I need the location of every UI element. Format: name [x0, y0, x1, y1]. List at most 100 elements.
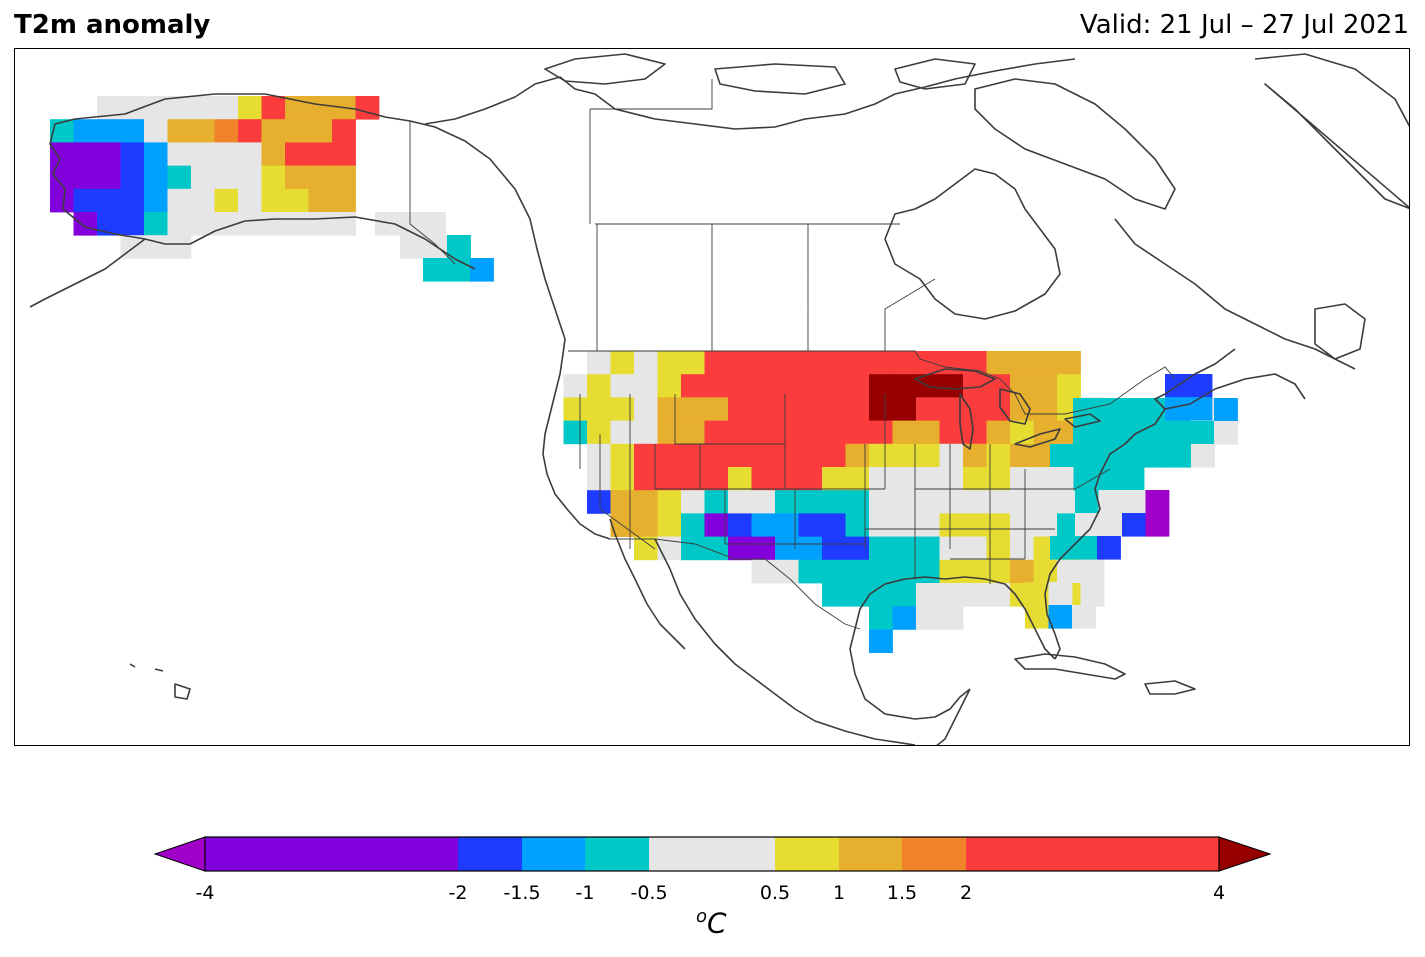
anomaly-cell: [422, 212, 446, 236]
anomaly-cell: [238, 119, 262, 143]
unit-letter: C: [707, 906, 727, 940]
anomaly-cell: [1073, 444, 1098, 468]
anomaly-cell: [1050, 536, 1074, 560]
anomaly-cell: [681, 490, 705, 514]
anomaly-cell: [775, 443, 799, 468]
anomaly-cell: [751, 397, 776, 421]
anomaly-cell: [681, 351, 705, 375]
anomaly-cell: [587, 374, 611, 398]
anomaly-cell: [822, 467, 846, 491]
anomaly-cell: [939, 443, 964, 468]
anomaly-cell: [892, 490, 917, 514]
anomaly-cell: [97, 165, 121, 190]
anomaly-cell: [1033, 397, 1058, 421]
anomaly-cell: [986, 513, 1011, 537]
colorbar-tick-label: 1: [832, 882, 846, 904]
anomaly-cell: [939, 583, 964, 607]
anomaly-cell: [704, 467, 729, 491]
anomaly-cell: [1096, 421, 1121, 445]
anomaly-cell: [610, 374, 635, 398]
anomaly-cell: [73, 165, 98, 190]
map-panel: [14, 48, 1410, 746]
anomaly-cell: [798, 374, 823, 398]
anomaly-cell: [963, 490, 987, 514]
colorbar-bin-4: [649, 837, 775, 871]
anomaly-cell: [167, 142, 192, 166]
anomaly-cell: [892, 374, 917, 398]
anomaly-cell: [704, 490, 729, 514]
us-state-borders: [579, 394, 1111, 584]
anomaly-cell: [400, 235, 424, 259]
anomaly-cell: [892, 606, 917, 630]
us-west-coastline: [542, 338, 611, 540]
anomaly-cell: [144, 188, 168, 213]
anomaly-cell: [587, 420, 611, 445]
anomaly-cell: [73, 212, 98, 236]
anomaly-cell: [214, 96, 239, 120]
anomaly-cell: [1010, 374, 1034, 398]
anomaly-cell: [892, 443, 917, 468]
anomaly-cell: [1120, 444, 1145, 468]
anomaly-cell: [775, 420, 799, 445]
anomaly-cell: [775, 513, 799, 537]
colorbar-tick-label: -4: [195, 882, 215, 904]
anomaly-cell: [892, 397, 917, 421]
alaska-peninsula-coastline: [29, 238, 146, 308]
hawaii-islands: [129, 663, 191, 700]
anomaly-cell: [822, 583, 846, 607]
anomaly-cell: [610, 351, 635, 375]
anomaly-cell: [986, 490, 1011, 514]
colorbar-bin-7: [902, 837, 966, 871]
us-mexico-border: [610, 538, 861, 630]
anomaly-cell: [1010, 351, 1034, 375]
baffin-island: [974, 78, 1176, 210]
anomaly-cell: [1025, 582, 1049, 606]
colorbar-bin-8: [966, 837, 1219, 871]
anomaly-cell: [144, 119, 168, 143]
anomaly-cell: [751, 351, 776, 375]
cuba: [1014, 653, 1126, 680]
anomaly-cell: [1188, 374, 1213, 398]
anomaly-cell: [892, 467, 917, 491]
anomaly-cell: [1191, 444, 1215, 468]
anomaly-cell: [845, 467, 870, 491]
anomaly-cell: [892, 536, 917, 561]
anomaly-cell: [657, 467, 682, 491]
anomaly-cell: [869, 536, 893, 561]
hispaniola: [1144, 680, 1196, 695]
anomaly-cell: [1010, 559, 1034, 584]
anomaly-cell: [845, 536, 870, 561]
anomaly-cell: [963, 559, 987, 584]
anomaly-cell: [1097, 536, 1121, 560]
anomaly-cell: [775, 559, 799, 584]
anomaly-cell: [1057, 374, 1081, 398]
anomaly-cell: [681, 420, 705, 445]
anomaly-cell: [1214, 421, 1238, 445]
anomaly-cell: [798, 351, 823, 375]
colorbar-bin-2: [522, 837, 585, 871]
colorbar-frame: [204, 836, 1220, 872]
colorbar-tick-label: -1: [575, 882, 595, 904]
anomaly-cell: [869, 443, 893, 468]
anomaly-cell: [238, 96, 262, 120]
anomaly-cell: [916, 467, 940, 491]
anomaly-cell: [751, 420, 776, 445]
anomaly-cell: [657, 397, 682, 421]
colorbar-tick-label: 2: [959, 882, 973, 904]
colorbar-tick-label: 1.5: [886, 882, 918, 904]
anomaly-cell: [144, 165, 168, 190]
anomaly-cell: [986, 559, 1011, 584]
anomaly-cell: [1120, 467, 1145, 491]
anomaly-cell: [681, 513, 705, 537]
anomaly-cell: [144, 142, 168, 166]
anomaly-cell: [332, 142, 356, 166]
unit-degree-sup: o: [696, 906, 708, 927]
anomaly-cell: [610, 490, 635, 514]
anomaly-cell: [939, 420, 964, 445]
anomaly-cell: [238, 165, 262, 190]
anomaly-cell: [1057, 351, 1081, 375]
anomaly-cell: [986, 351, 1011, 375]
anomaly-cell: [120, 142, 145, 166]
anomaly-cell: [97, 96, 121, 120]
anomaly-cell: [563, 374, 588, 398]
